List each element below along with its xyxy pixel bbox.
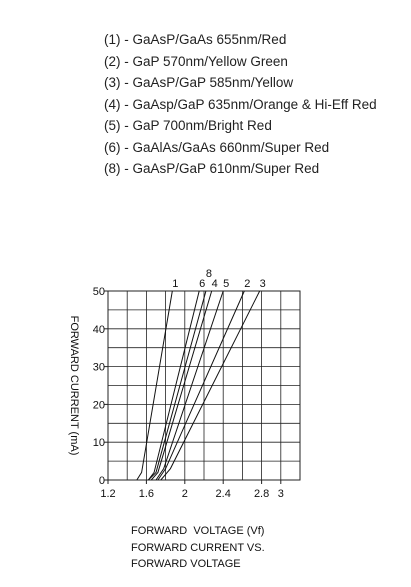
legend-item: (2) - GaP 570nm/Yellow Green	[104, 53, 288, 69]
caption: FORWARD VOLTAGE	[131, 558, 241, 570]
x-tick-label: 2.4	[216, 488, 231, 500]
x-tick-label: 2.8	[254, 488, 269, 500]
legend-item: (6) - GaAlAs/GaAs 660nm/Super Red	[104, 139, 330, 155]
series-line	[160, 290, 261, 481]
series-label: 3	[260, 278, 266, 290]
series-label: 8	[206, 268, 212, 280]
legend-item: (8) - GaAsP/GaP 610nm/Super Red	[104, 161, 320, 176]
series-line	[147, 290, 207, 481]
y-tick-label: 40	[93, 324, 105, 336]
series-label: 1	[172, 278, 178, 290]
series-label: 4	[212, 278, 218, 290]
x-tick-label: 2	[182, 488, 188, 500]
plot-frame	[107, 290, 301, 481]
legend-item: (3) - GaAsP/GaP 585nm/Yellow	[104, 75, 294, 90]
legend-item: (4) - GaAsp/GaP 635nm/Orange & Hi-Eff Re…	[104, 96, 377, 112]
series-line	[136, 290, 173, 481]
x-tick-label: 1.2	[100, 488, 115, 500]
series-line	[150, 290, 213, 481]
series-line	[157, 290, 245, 481]
y-tick-label: 0	[99, 475, 105, 487]
y-tick-label: 10	[93, 437, 105, 449]
y-axis-label: FORWARD CURRENT (mA)	[68, 316, 80, 456]
x-tick-label: 1.6	[139, 488, 154, 500]
series-label: 6	[199, 278, 205, 290]
y-tick-label: 50	[93, 286, 105, 298]
x-tick-label: 3	[278, 488, 284, 500]
caption: FORWARD CURRENT VS.	[131, 542, 265, 554]
series-line	[155, 290, 224, 481]
x-axis-label: FORWARD VOLTAGE (Vf)	[131, 525, 264, 537]
legend-item: (1) - GaAsP/GaAs 655nm/Red	[104, 32, 287, 47]
series-label: 2	[244, 278, 250, 290]
y-tick-label: 20	[93, 399, 105, 411]
y-tick-label: 30	[93, 362, 105, 374]
series-label: 5	[223, 278, 229, 290]
legend-item: (5) - GaP 700nm/Bright Red	[104, 118, 272, 133]
